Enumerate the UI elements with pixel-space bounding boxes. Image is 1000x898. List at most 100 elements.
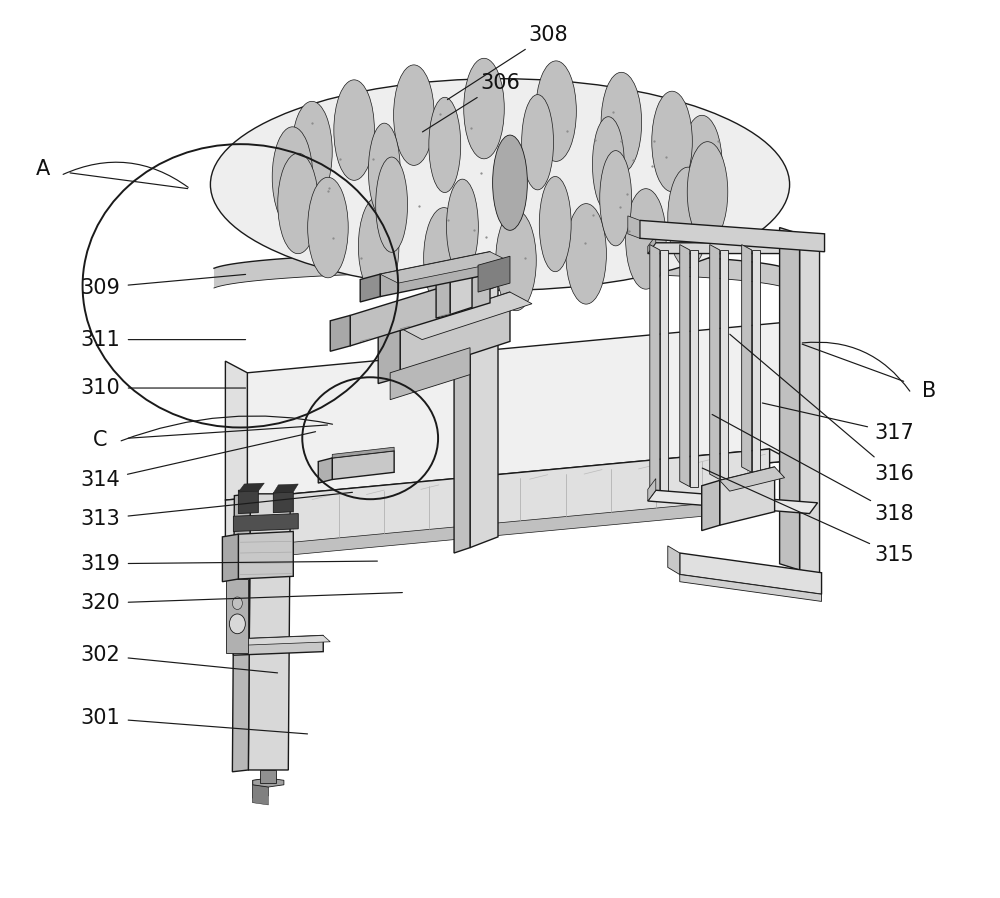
Text: 309: 309	[81, 277, 120, 297]
Polygon shape	[752, 250, 760, 472]
Ellipse shape	[682, 115, 722, 216]
Ellipse shape	[626, 189, 666, 289]
Ellipse shape	[210, 79, 790, 290]
Ellipse shape	[536, 61, 576, 162]
Ellipse shape	[292, 101, 332, 202]
Polygon shape	[720, 467, 785, 491]
Ellipse shape	[334, 80, 374, 180]
Polygon shape	[470, 286, 498, 548]
Text: 320: 320	[81, 594, 120, 613]
Polygon shape	[478, 256, 510, 292]
Polygon shape	[380, 251, 508, 283]
Ellipse shape	[446, 179, 478, 275]
Polygon shape	[648, 235, 656, 253]
Polygon shape	[380, 251, 490, 296]
Text: 319: 319	[81, 554, 120, 574]
Polygon shape	[690, 250, 698, 487]
Polygon shape	[247, 321, 792, 512]
Polygon shape	[648, 479, 656, 501]
Text: 301: 301	[81, 708, 120, 728]
Text: 308: 308	[528, 25, 568, 45]
Text: A: A	[36, 159, 50, 180]
Polygon shape	[238, 483, 264, 492]
Polygon shape	[400, 292, 510, 377]
Polygon shape	[702, 480, 720, 531]
Polygon shape	[710, 244, 720, 480]
Ellipse shape	[601, 73, 642, 172]
Text: C: C	[93, 430, 108, 450]
Polygon shape	[378, 328, 400, 383]
Polygon shape	[233, 636, 323, 656]
Polygon shape	[454, 296, 470, 553]
Polygon shape	[450, 269, 472, 314]
Polygon shape	[680, 244, 690, 487]
Text: 306: 306	[480, 73, 520, 93]
Polygon shape	[225, 449, 770, 552]
Ellipse shape	[358, 196, 399, 296]
Polygon shape	[350, 272, 490, 346]
Ellipse shape	[668, 167, 708, 268]
Polygon shape	[780, 227, 800, 570]
Polygon shape	[233, 636, 330, 646]
Polygon shape	[400, 292, 532, 339]
Text: 318: 318	[875, 504, 914, 524]
Polygon shape	[225, 361, 247, 512]
Polygon shape	[238, 489, 258, 514]
Ellipse shape	[539, 177, 571, 272]
Ellipse shape	[687, 142, 728, 242]
Polygon shape	[332, 451, 394, 480]
Ellipse shape	[566, 204, 606, 304]
Polygon shape	[332, 447, 394, 458]
Polygon shape	[232, 494, 250, 771]
Ellipse shape	[592, 117, 624, 212]
Polygon shape	[720, 250, 728, 480]
Ellipse shape	[600, 151, 632, 246]
Text: 313: 313	[81, 509, 120, 529]
Polygon shape	[238, 532, 293, 579]
Text: 302: 302	[81, 646, 120, 665]
Ellipse shape	[652, 92, 692, 191]
Ellipse shape	[522, 94, 554, 189]
Text: 310: 310	[81, 378, 120, 398]
Ellipse shape	[272, 127, 313, 227]
Polygon shape	[214, 252, 786, 288]
Polygon shape	[640, 220, 825, 251]
Polygon shape	[660, 250, 668, 494]
Polygon shape	[233, 514, 298, 532]
Polygon shape	[390, 348, 470, 400]
Ellipse shape	[232, 597, 242, 610]
Text: 316: 316	[875, 464, 914, 484]
Polygon shape	[628, 216, 640, 238]
Polygon shape	[260, 770, 276, 782]
Polygon shape	[800, 233, 820, 575]
Polygon shape	[253, 778, 268, 798]
Polygon shape	[436, 277, 450, 318]
Polygon shape	[253, 778, 284, 787]
Polygon shape	[330, 315, 350, 351]
Polygon shape	[253, 785, 268, 805]
Text: 311: 311	[81, 330, 120, 349]
Polygon shape	[318, 458, 332, 483]
Polygon shape	[650, 244, 660, 494]
Ellipse shape	[429, 97, 461, 192]
Polygon shape	[222, 534, 238, 582]
Text: 317: 317	[875, 423, 914, 443]
Text: 314: 314	[81, 471, 120, 490]
Ellipse shape	[229, 614, 245, 634]
Polygon shape	[273, 484, 298, 493]
Polygon shape	[225, 449, 792, 512]
Ellipse shape	[464, 58, 504, 159]
Polygon shape	[668, 546, 680, 575]
Ellipse shape	[368, 123, 400, 218]
Ellipse shape	[376, 157, 408, 252]
Polygon shape	[810, 235, 818, 253]
Polygon shape	[226, 579, 248, 654]
Ellipse shape	[424, 207, 464, 308]
Ellipse shape	[278, 154, 318, 254]
Text: 315: 315	[875, 545, 914, 565]
Ellipse shape	[394, 65, 434, 165]
Polygon shape	[680, 553, 822, 594]
Polygon shape	[273, 492, 293, 513]
Polygon shape	[648, 242, 818, 253]
Polygon shape	[720, 467, 775, 525]
